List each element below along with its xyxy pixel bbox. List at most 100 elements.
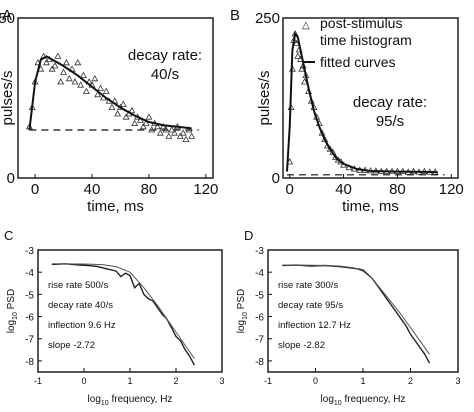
psd-trace (51, 263, 196, 366)
panel-letter-c: C (4, 228, 13, 243)
y-tick-label: -7 (25, 335, 34, 346)
histogram-point (165, 132, 173, 139)
histogram-point (332, 153, 339, 160)
panel-letter-b: B (230, 7, 240, 24)
y-tick-label: -5 (25, 290, 34, 301)
histogram-point (122, 113, 130, 120)
y-tick-label: 0 (272, 170, 280, 187)
x-tick-label: 80 (389, 181, 406, 198)
histogram-point (82, 87, 90, 94)
histogram-point (142, 119, 150, 126)
histogram-point (292, 39, 300, 46)
y-tick-label: -7 (255, 335, 264, 346)
x-tick-label: 0 (81, 376, 86, 386)
chart-panel-b: 0 40 80 120 0 250 time, ms pulses/s decay rate: 9… (255, 10, 464, 215)
x-tick-label: 120 (439, 181, 464, 198)
fit-parameter: slope -2.72 (48, 340, 95, 351)
histogram-point (162, 126, 170, 133)
panel-letter-a: A (2, 7, 12, 24)
y-tick-label: -8 (255, 357, 264, 368)
histogram-point (71, 78, 79, 85)
histogram-point (60, 68, 68, 75)
histogram-point (168, 126, 176, 133)
histogram-point (188, 132, 196, 139)
histogram-point (119, 100, 127, 107)
x-tick-label: 2 (173, 376, 178, 386)
fit-parameter: rise rate 300/s (278, 280, 338, 291)
y-tick-label: 250 (255, 10, 280, 27)
histogram-point (179, 129, 187, 136)
fitted-curve (286, 31, 438, 174)
histogram-point (79, 71, 87, 78)
y-tick-label: -5 (255, 290, 264, 301)
x-tick-label: 120 (193, 181, 218, 198)
legend-histogram-line1: post-stimulus (320, 15, 402, 31)
y-axis-label: pulses/s (256, 70, 273, 125)
decay-rate-value: 95/s (376, 113, 404, 130)
x-tick-label: 1 (360, 376, 365, 386)
decay-rate-label: decay rate: (128, 47, 202, 64)
psd-fit-curve (51, 263, 195, 359)
histogram-point (77, 81, 85, 88)
fit-parameter: decay rate 40/s (48, 300, 113, 311)
x-tick-label: 3 (219, 376, 224, 386)
x-tick-label: 40 (84, 181, 101, 198)
plot-frame-c (37, 249, 223, 373)
plot-frame-b (282, 17, 459, 179)
y-tick-label: -3 (255, 246, 264, 257)
fit-parameter: decay rate 95/s (278, 300, 343, 311)
x-axis-label: time, ms (342, 198, 399, 215)
fit-parameter: rise rate 500/s (48, 280, 108, 291)
x-tick-label: 80 (141, 181, 158, 198)
histogram-point (171, 129, 179, 136)
x-tick-label: 0 (31, 181, 39, 198)
histogram-point (102, 87, 110, 94)
histogram-point (176, 132, 184, 139)
fit-parameter: slope -2.82 (278, 340, 325, 351)
histogram-point (114, 110, 122, 117)
histogram-point (139, 122, 147, 130)
x-tick-label: -1 (264, 376, 272, 386)
legend: △ post-stimulus time histogram fitted cu… (302, 15, 412, 70)
histogram-point (54, 52, 62, 59)
plot-frame-a (17, 17, 214, 179)
histogram-point (91, 74, 99, 82)
y-tick-label: -6 (25, 313, 34, 324)
histogram-point (97, 84, 105, 91)
x-tick-label: 1 (127, 376, 132, 386)
histogram-point (48, 65, 56, 72)
x-tick-label: 0 (313, 376, 318, 386)
x-axis-label: time, ms (87, 198, 144, 215)
histogram-point (294, 52, 302, 59)
fit-parameter: inflection 12.7 Hz (278, 320, 351, 331)
y-tick-label: -4 (25, 268, 34, 279)
histogram-point (148, 126, 156, 133)
histogram-point (301, 78, 309, 85)
x-axis-label: log10 frequency, Hz (321, 394, 406, 407)
histogram-point (57, 78, 65, 85)
y-axis-label: log10 PSD (6, 289, 19, 334)
histogram-point (156, 129, 164, 136)
fit-parameter: inflection 9.6 Hz (48, 320, 116, 331)
y-tick-label: -3 (25, 246, 34, 257)
y-tick-label: -4 (255, 268, 264, 279)
histogram-point (185, 126, 193, 133)
histogram-point (128, 106, 136, 114)
y-axis-label: log10 PSD (236, 289, 249, 334)
legend-fit-label: fitted curves (320, 54, 395, 70)
x-tick-label: -1 (34, 376, 42, 386)
decay-rate-value: 40/s (151, 66, 179, 83)
chart-panel-a: 0 40 80 120 0 50 time, ms pulses/s decay rate: 40… (0, 10, 218, 215)
histogram-point (182, 135, 190, 142)
chart-panel-d: -1 0 1 2 3 -3 -4 -5 -6 -7 -8 log10 frequency, Hz log… (236, 246, 461, 407)
decay-rate-label: decay rate: (353, 94, 427, 111)
histogram-point (108, 103, 116, 110)
histogram-point (42, 58, 50, 66)
histogram-point (131, 119, 139, 126)
y-axis-label: pulses/s (0, 70, 16, 125)
y-tick-label: -6 (255, 313, 264, 324)
histogram-point (154, 122, 161, 130)
y-tick-label: 0 (7, 170, 15, 187)
histogram-point (145, 113, 153, 120)
